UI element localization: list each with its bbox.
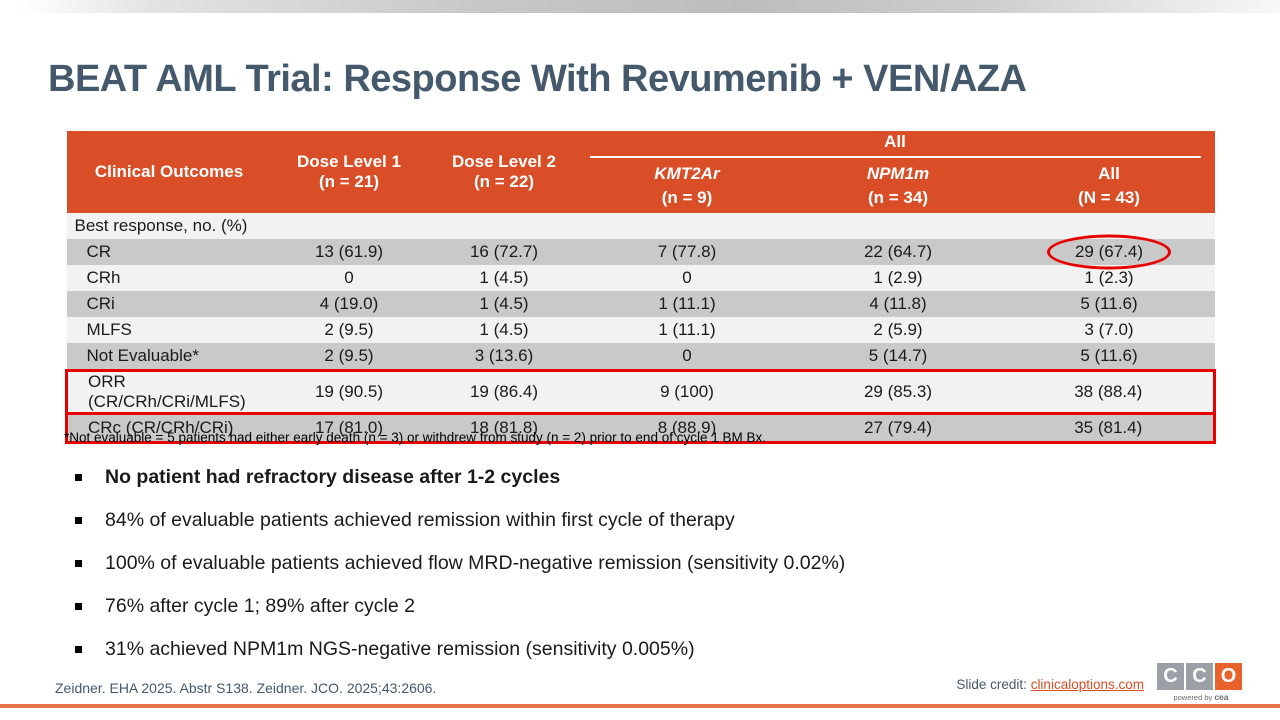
bullet-text: 100% of evaluable patients achieved flow… <box>105 552 846 574</box>
cell-value: 7 (77.8) <box>657 242 717 261</box>
clinicaloptions-link[interactable]: clinicaloptions.com <box>1030 677 1144 692</box>
col-header-kmt2ar: KMT2Ar (n = 9) <box>581 159 793 213</box>
cell-value: 3 (7.0) <box>1084 320 1134 339</box>
bullet-item: 84% of evaluable patients achieved remis… <box>75 509 1205 531</box>
col-group-header-all: All <box>581 131 1215 159</box>
bullet-text: No patient had refractory disease after … <box>105 466 561 488</box>
cell-value: 0 <box>682 268 692 287</box>
bullet-item: 100% of evaluable patients achieved flow… <box>75 552 1205 574</box>
col-header-all-total: All (N = 43) <box>1003 159 1215 213</box>
col-header-dose-level-2: Dose Level 2 (n = 22) <box>426 131 582 213</box>
bullet-item: 76% after cycle 1; 89% after cycle 2 <box>75 595 1205 617</box>
cell-value: 0 <box>344 268 354 287</box>
row-label: Not Evaluable* <box>86 346 199 365</box>
cell-value: 13 (61.9) <box>314 242 384 261</box>
cell-value: 17 (81.0) <box>271 412 427 444</box>
table-row: Not Evaluable* 2 (9.5) 3 (13.6) 0 5 (14.7) 5 … <box>66 343 1215 371</box>
cell-value: 3 (13.6) <box>474 346 534 365</box>
cell-value: 29 (67.4) <box>1004 234 1215 270</box>
bullet-item: 31% achieved NPM1m NGS-negative remissio… <box>75 638 1205 660</box>
row-label: CRi <box>86 294 115 313</box>
page-title: BEAT AML Trial: Response With Revumenib … <box>48 58 1027 100</box>
logo-letter-c2: C <box>1186 663 1213 690</box>
table-row: CRc (CR/CRh/CRi) 17 (81.0) 18 (81.8) 8 (88.… <box>65 412 1216 444</box>
cell-value: 2 (9.5) <box>324 346 374 365</box>
square-bullet-icon <box>75 560 82 567</box>
cell-value: 27 (79.4) <box>792 412 1004 444</box>
col-header-clinical-outcomes: Clinical Outcomes <box>66 131 272 213</box>
cell-value: 38 (88.4) <box>1003 369 1216 415</box>
square-bullet-icon <box>75 646 82 653</box>
row-label: CRh <box>86 268 121 287</box>
square-bullet-icon <box>75 474 82 481</box>
logo-tagline: powered by cea <box>1173 692 1229 702</box>
cell-value: 35 (81.4) <box>1003 412 1216 444</box>
logo-letter-o: O <box>1215 663 1242 690</box>
cell-value: 19 (90.5) <box>271 369 427 415</box>
cell-value: 5 (14.7) <box>868 346 928 365</box>
cell-value: 8 (88.9) <box>581 412 793 444</box>
cell-value: 2 (9.5) <box>324 320 374 339</box>
table-row: CRi 4 (19.0) 1 (4.5) 1 (11.1) 4 (11.8) 5 (11.… <box>66 291 1215 317</box>
table-footnote: *Not evaluable = 5 patients had either e… <box>64 430 766 445</box>
table-row: CRh 0 1 (4.5) 0 1 (2.9) 1 (2.3) <box>66 265 1215 291</box>
cell-value: 1 (4.5) <box>479 294 529 313</box>
col-header-dose-level-1: Dose Level 1 (n = 21) <box>271 131 427 213</box>
logo-tagline-brand: cea <box>1214 692 1229 702</box>
row-label: MLFS <box>86 320 132 339</box>
cell-value: 19 (86.4) <box>426 369 582 415</box>
cell-value: 22 (64.7) <box>863 242 933 261</box>
bullet-text: 31% achieved NPM1m NGS-negative remissio… <box>105 638 695 660</box>
slide-credit: Slide credit: clinicaloptions.com <box>956 677 1144 692</box>
cell-value: 9 (100) <box>581 369 793 415</box>
top-gradient-bar <box>0 0 1280 13</box>
cell-value: 1 (2.3) <box>1084 268 1134 287</box>
outcomes-table-wrapper: Clinical Outcomes Dose Level 1 (n = 21) … <box>65 131 1216 444</box>
table-body: Best response, no. (%) CR 13 (61.9) 16 (72.… <box>65 213 1216 444</box>
logo-letter-c1: C <box>1157 663 1184 690</box>
col-header-npm1m: NPM1m (n = 34) <box>792 159 1004 213</box>
cell-value: 2 (5.9) <box>873 320 923 339</box>
table-header: Clinical Outcomes Dose Level 1 (n = 21) … <box>66 131 1215 213</box>
cell-value: 18 (81.8) <box>426 412 582 444</box>
cell-value: 1 (11.1) <box>658 294 716 313</box>
row-label: CR <box>86 242 112 261</box>
table-row: MLFS 2 (9.5) 1 (4.5) 1 (11.1) 2 (5.9) 3 (7.0) <box>66 317 1215 343</box>
cco-logo-squares: C C O <box>1157 663 1245 690</box>
section-row-label: Best response, no. (%) <box>74 216 248 235</box>
bullet-list: No patient had refractory disease after … <box>75 466 1205 681</box>
cell-value: 5 (11.6) <box>1080 346 1138 365</box>
cco-logo: C C O powered by cea <box>1157 663 1245 702</box>
citation-reference: Zeidner. EHA 2025. Abstr S138. Zeidner. … <box>55 680 437 696</box>
bullet-text: 84% of evaluable patients achieved remis… <box>105 509 735 531</box>
cell-value: 1 (4.5) <box>479 320 529 339</box>
cell-value: 0 <box>682 346 692 365</box>
row-label: ORR (CR/CRh/CRi/MLFS) <box>65 369 272 415</box>
cell-value: 1 (2.9) <box>873 268 923 287</box>
table-row: CR 13 (61.9) 16 (72.7) 7 (77.8) 22 (64.7) 29 … <box>66 234 1215 270</box>
bullet-item: No patient had refractory disease after … <box>75 466 1205 488</box>
bottom-accent-line <box>0 704 1280 708</box>
cell-value: 16 (72.7) <box>469 242 539 261</box>
row-label: CRc (CR/CRh/CRi) <box>65 412 272 444</box>
square-bullet-icon <box>75 517 82 524</box>
cell-value: 29 (85.3) <box>792 369 1004 415</box>
cell-value: 4 (11.8) <box>869 294 927 313</box>
square-bullet-icon <box>75 603 82 610</box>
table-row: ORR (CR/CRh/CRi/MLFS) 19 (90.5) 19 (86.4) 9… <box>65 369 1216 415</box>
cell-value: 1 (4.5) <box>479 268 529 287</box>
cell-value: 4 (19.0) <box>319 294 379 313</box>
slide-credit-label: Slide credit: <box>956 677 1031 692</box>
cell-value: 1 (11.1) <box>658 320 716 339</box>
clinical-outcomes-table: Clinical Outcomes Dose Level 1 (n = 21) … <box>65 131 1216 444</box>
cell-value: 5 (11.6) <box>1080 294 1138 313</box>
table-section-row: Best response, no. (%) <box>66 213 1215 239</box>
bullet-text: 76% after cycle 1; 89% after cycle 2 <box>105 595 415 617</box>
